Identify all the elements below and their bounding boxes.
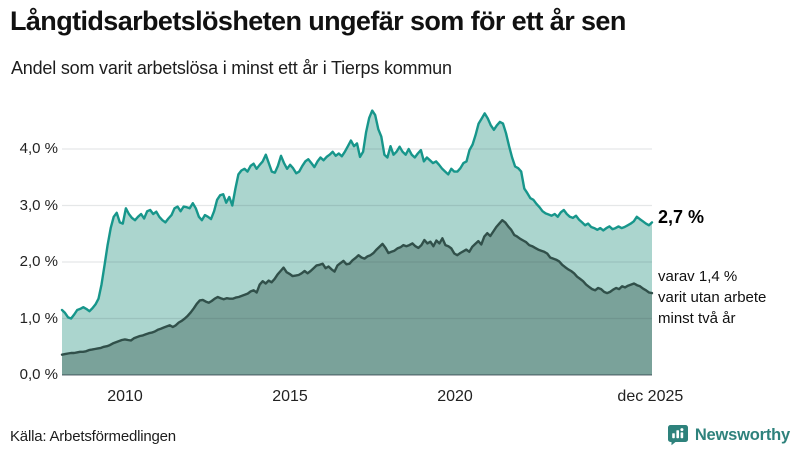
newsworthy-bar-chart-icon	[667, 425, 688, 446]
series-line	[60, 219, 654, 356]
y-tick-label: 0,0 %	[19, 366, 58, 383]
y-tick-label: 4,0 %	[19, 140, 58, 157]
area-fill	[62, 220, 652, 375]
x-tick-label: 2015	[272, 388, 308, 405]
source-credit: Källa: Arbetsförmedlingen	[10, 428, 176, 445]
x-tick-label: dec 2025	[617, 388, 684, 405]
y-tick-label: 1,0 %	[19, 309, 58, 327]
secondary-series-annotation: varav 1,4 % varit utan arbete minst två …	[658, 266, 766, 329]
annotation-line: minst två år	[658, 310, 736, 327]
y-tick-label: 3,0 %	[19, 196, 58, 214]
annotation-line: varav 1,4 %	[658, 268, 738, 285]
x-tick-label: 2020	[437, 388, 473, 405]
series-end-value-label: 2,7 %	[658, 207, 705, 227]
newsworthy-wordmark: Newsworthy	[694, 425, 790, 444]
page-title: Långtidsarbetslösheten ungefär som för e…	[10, 6, 626, 36]
series-line	[60, 109, 654, 320]
y-tick-label: 2,0 %	[19, 253, 58, 270]
newsworthy-logo: Newsworthy	[667, 424, 790, 446]
annotation-line: varit utan arbete	[658, 289, 767, 306]
x-tick-label: 2010	[107, 388, 143, 405]
page-subtitle: Andel som varit arbetslösa i minst ett å…	[11, 58, 452, 78]
